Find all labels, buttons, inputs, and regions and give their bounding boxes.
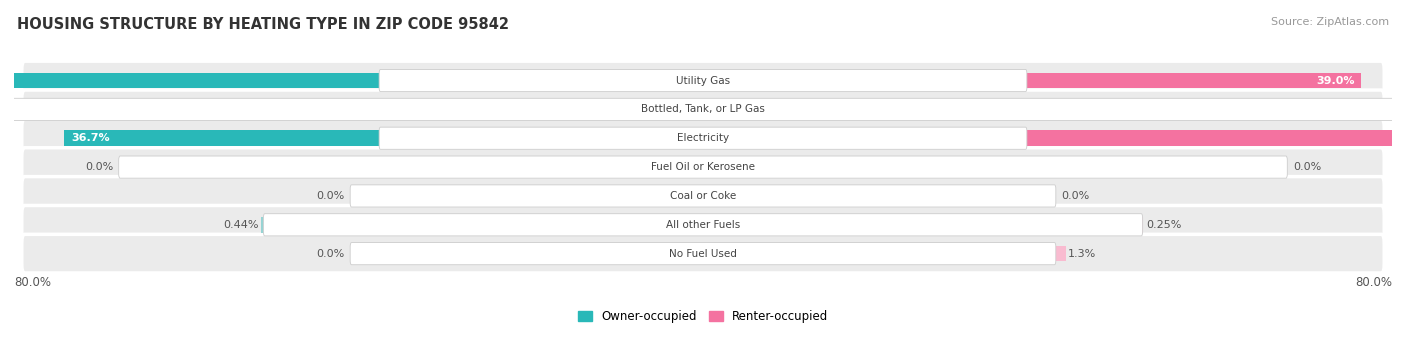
Text: HOUSING STRUCTURE BY HEATING TYPE IN ZIP CODE 95842: HOUSING STRUCTURE BY HEATING TYPE IN ZIP… bbox=[17, 17, 509, 32]
Text: 0.0%: 0.0% bbox=[316, 249, 344, 259]
FancyBboxPatch shape bbox=[350, 185, 1056, 207]
FancyBboxPatch shape bbox=[22, 90, 1384, 129]
Text: 0.0%: 0.0% bbox=[316, 191, 344, 201]
Text: 80.0%: 80.0% bbox=[1355, 276, 1392, 289]
Text: No Fuel Used: No Fuel Used bbox=[669, 249, 737, 259]
FancyBboxPatch shape bbox=[380, 127, 1026, 149]
FancyBboxPatch shape bbox=[118, 156, 1288, 178]
Text: Coal or Coke: Coal or Coke bbox=[669, 191, 737, 201]
FancyBboxPatch shape bbox=[263, 214, 1143, 236]
Text: 0.25%: 0.25% bbox=[1146, 220, 1181, 230]
Text: 0.0%: 0.0% bbox=[1062, 191, 1090, 201]
Text: 0.0%: 0.0% bbox=[1294, 162, 1322, 172]
Bar bbox=[1402, 102, 1406, 117]
Text: 1.3%: 1.3% bbox=[1069, 249, 1097, 259]
Bar bbox=[1025, 73, 1361, 88]
Text: Utility Gas: Utility Gas bbox=[676, 75, 730, 86]
Bar bbox=[262, 217, 264, 233]
Text: Fuel Oil or Kerosene: Fuel Oil or Kerosene bbox=[651, 162, 755, 172]
FancyBboxPatch shape bbox=[22, 119, 1384, 158]
FancyBboxPatch shape bbox=[380, 70, 1026, 92]
FancyBboxPatch shape bbox=[350, 242, 1056, 265]
Text: Electricity: Electricity bbox=[676, 133, 730, 143]
Bar bbox=[1025, 131, 1406, 146]
FancyBboxPatch shape bbox=[22, 148, 1384, 187]
FancyBboxPatch shape bbox=[22, 206, 1384, 244]
Bar bbox=[1054, 246, 1066, 262]
Text: Bottled, Tank, or LP Gas: Bottled, Tank, or LP Gas bbox=[641, 104, 765, 114]
Text: 39.0%: 39.0% bbox=[1316, 75, 1354, 86]
Bar bbox=[0, 102, 4, 117]
FancyBboxPatch shape bbox=[22, 177, 1384, 215]
Text: Source: ZipAtlas.com: Source: ZipAtlas.com bbox=[1271, 17, 1389, 27]
Bar bbox=[1142, 217, 1143, 233]
FancyBboxPatch shape bbox=[22, 234, 1384, 273]
FancyBboxPatch shape bbox=[22, 61, 1384, 100]
Text: 80.0%: 80.0% bbox=[14, 276, 51, 289]
Text: 0.0%: 0.0% bbox=[84, 162, 112, 172]
Bar bbox=[0, 73, 381, 88]
Bar bbox=[65, 131, 381, 146]
Text: All other Fuels: All other Fuels bbox=[666, 220, 740, 230]
Text: 36.7%: 36.7% bbox=[72, 133, 110, 143]
Legend: Owner-occupied, Renter-occupied: Owner-occupied, Renter-occupied bbox=[578, 310, 828, 323]
FancyBboxPatch shape bbox=[3, 98, 1403, 120]
Text: 0.44%: 0.44% bbox=[222, 220, 259, 230]
